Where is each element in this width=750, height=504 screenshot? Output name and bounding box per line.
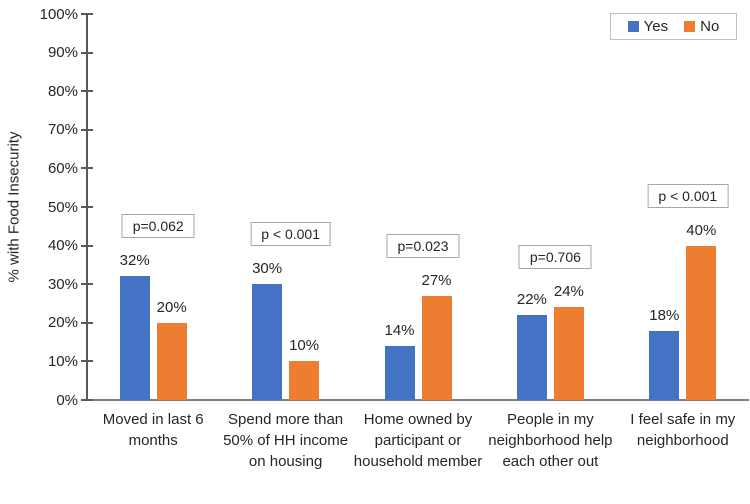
legend-label-no: No <box>700 18 720 35</box>
y-axis-tick-label: 10% <box>47 352 78 370</box>
y-axis-tick <box>81 283 93 286</box>
legend-swatch-yes <box>627 21 639 32</box>
x-axis-category-label: Spend more than 50% of HH income on hous… <box>223 411 349 470</box>
bar-value-label: 10% <box>289 337 320 355</box>
x-axis-category-label: I feel safe in my neighborhood <box>630 411 736 449</box>
legend-item-yes: Yes <box>627 18 669 35</box>
x-axis-category-label: People in my neighborhood help each othe… <box>488 411 613 470</box>
legend-label-yes: Yes <box>643 18 669 35</box>
y-axis-tick <box>81 167 93 170</box>
bar-no-0 <box>156 322 187 400</box>
y-axis-tick <box>81 360 93 363</box>
bar-no-4 <box>686 245 717 400</box>
legend: Yes No <box>610 13 737 40</box>
bar-yes-2 <box>384 345 415 400</box>
y-axis-tick <box>81 51 93 54</box>
y-axis-tick <box>81 13 93 15</box>
bar-value-label: 20% <box>156 298 187 316</box>
bar-value-label: 14% <box>384 321 415 339</box>
y-axis-tick <box>81 90 93 93</box>
y-axis-tick-label: 0% <box>56 391 78 409</box>
y-axis-tick-label: 40% <box>47 237 78 255</box>
bar-value-label: 18% <box>649 306 680 324</box>
bar-yes-4 <box>649 330 680 400</box>
bar-yes-0 <box>119 276 150 400</box>
bar-yes-3 <box>516 315 547 400</box>
p-value-box: p=0.062 <box>121 214 195 239</box>
bar-value-label: 40% <box>686 221 717 239</box>
x-axis-line <box>86 399 749 401</box>
y-axis-tick-label: 70% <box>47 121 78 139</box>
bar-no-2 <box>421 295 452 400</box>
y-axis-tick-label: 20% <box>47 314 78 332</box>
bar-value-label: 32% <box>119 252 150 270</box>
p-value-box: p=0.023 <box>386 233 460 258</box>
y-axis-tick-label: 80% <box>47 82 78 100</box>
p-value-box: p < 0.001 <box>647 183 729 208</box>
legend-swatch-no <box>684 21 696 32</box>
bar-value-label: 30% <box>252 260 283 278</box>
y-axis-tick <box>81 321 93 324</box>
p-value-box: p < 0.001 <box>250 222 331 247</box>
x-axis-category-label: Moved in last 6 months <box>102 411 204 449</box>
bar-no-1 <box>289 361 320 400</box>
y-axis-tick-label: 30% <box>47 275 78 293</box>
legend-item-no: No <box>684 18 719 35</box>
y-axis-tick <box>81 244 93 247</box>
bar-value-label: 24% <box>553 283 584 301</box>
y-axis-tick <box>81 399 93 401</box>
x-axis-category-label: Home owned by participant or household m… <box>353 411 483 470</box>
bar-no-3 <box>553 307 584 400</box>
y-axis-tick-label: 50% <box>47 198 78 216</box>
p-value-box: p=0.706 <box>518 245 592 270</box>
bar-value-label: 22% <box>516 291 547 309</box>
y-axis-tick-label: 100% <box>39 5 78 23</box>
y-axis-tick <box>81 206 93 208</box>
y-axis-tick <box>81 128 93 131</box>
bar-value-label: 27% <box>421 271 452 289</box>
bar-yes-1 <box>252 284 283 400</box>
y-axis-tick-label: 60% <box>47 159 78 177</box>
y-axis-tick-label: 90% <box>47 44 78 62</box>
